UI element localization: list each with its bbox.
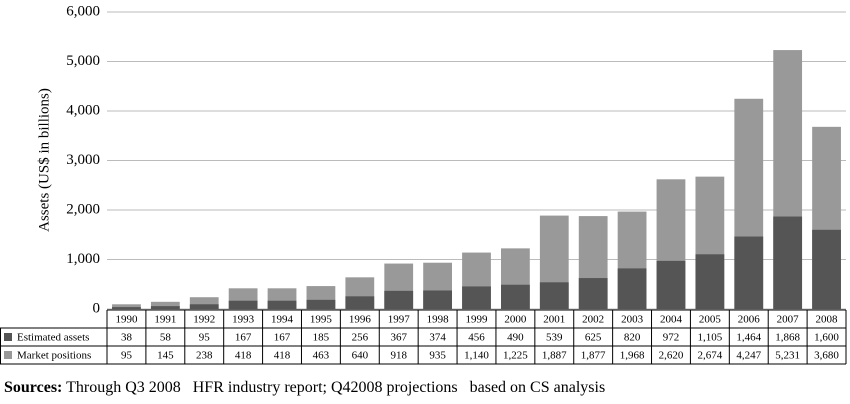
table-value: 3,680 <box>814 350 839 362</box>
bar <box>189 297 219 309</box>
table-value: 1,968 <box>620 350 645 362</box>
bar <box>306 299 336 309</box>
x-tick-label: 1994 <box>271 314 294 326</box>
table-value: 367 <box>390 332 407 344</box>
bar <box>773 216 803 309</box>
table-value: 1,464 <box>736 332 761 344</box>
table-value: 167 <box>235 332 252 344</box>
legend-swatch <box>4 351 12 359</box>
x-tick-label: 2008 <box>816 314 839 326</box>
bar <box>112 304 141 309</box>
x-tick-label: 2006 <box>738 314 761 326</box>
y-tick-label: 0 <box>93 300 101 316</box>
bar <box>734 236 764 309</box>
table-value: 95 <box>199 332 211 344</box>
table-value: 5,231 <box>775 350 800 362</box>
x-tick-label: 2007 <box>777 314 800 326</box>
table-value: 1,225 <box>503 350 528 362</box>
table-value: 58 <box>160 332 172 344</box>
x-tick-label: 2005 <box>699 314 722 326</box>
table-value: 238 <box>196 350 213 362</box>
bar <box>695 254 725 309</box>
table-value: 145 <box>157 350 174 362</box>
bar <box>228 300 258 309</box>
y-tick-label: 6,000 <box>66 3 100 19</box>
y-tick-label: 5,000 <box>66 53 100 69</box>
table-value: 539 <box>546 332 563 344</box>
bar <box>617 268 647 309</box>
bar <box>150 306 180 309</box>
legend-swatch <box>4 333 12 341</box>
x-tick-label: 1998 <box>427 314 450 326</box>
y-tick-label: 1,000 <box>66 251 100 267</box>
table-value: 463 <box>313 350 330 362</box>
x-tick-label: 1992 <box>193 314 215 326</box>
table-value: 1,600 <box>814 332 839 344</box>
table-value: 1,877 <box>581 350 606 362</box>
bar <box>539 282 569 309</box>
source: Sources: Through Q3 2008 HFR industry re… <box>4 379 605 396</box>
legend-label: Market positions <box>17 350 91 362</box>
bar <box>656 260 686 309</box>
x-tick-label: 1993 <box>232 314 255 326</box>
table-value: 1,105 <box>697 332 722 344</box>
table-value: 935 <box>429 350 446 362</box>
bar <box>812 229 841 309</box>
table-value: 456 <box>468 332 485 344</box>
bar <box>423 290 452 309</box>
bar <box>189 304 219 309</box>
table-value: 38 <box>121 332 133 344</box>
table-value: 1,887 <box>542 350 567 362</box>
table-value: 418 <box>235 350 252 362</box>
bar <box>345 296 375 309</box>
table-value: 820 <box>624 332 641 344</box>
bar <box>578 278 608 309</box>
table-value: 2,620 <box>659 350 684 362</box>
x-tick-label: 1997 <box>388 314 411 326</box>
table-value: 167 <box>274 332 291 344</box>
table-value: 418 <box>274 350 291 362</box>
x-tick-label: 2003 <box>621 314 644 326</box>
x-tick-label: 1999 <box>466 314 489 326</box>
bar <box>501 284 530 309</box>
table-value: 256 <box>352 332 369 344</box>
x-tick-label: 2002 <box>582 314 604 326</box>
source-text: Through Q3 2008 HFR industry report; Q42… <box>66 379 605 396</box>
y-tick-label: 3,000 <box>66 152 100 168</box>
table-value: 490 <box>507 332 524 344</box>
table-value: 1,868 <box>775 332 800 344</box>
table-value: 640 <box>352 350 369 362</box>
x-tick-label: 2000 <box>504 314 527 326</box>
x-tick-label: 2004 <box>660 314 683 326</box>
table-value: 625 <box>585 332 602 344</box>
x-tick-label: 1995 <box>310 314 333 326</box>
x-tick-label: 1996 <box>349 314 372 326</box>
x-tick-label: 1990 <box>115 314 138 326</box>
y-tick-label: 4,000 <box>66 102 100 118</box>
table-value: 1,140 <box>464 350 489 362</box>
source-label: Sources: <box>4 379 62 396</box>
table-value: 95 <box>121 350 133 362</box>
bar <box>462 286 491 309</box>
table-value: 374 <box>429 332 446 344</box>
bar <box>112 307 141 309</box>
bar <box>384 290 414 309</box>
y-tick-label: 2,000 <box>66 201 100 217</box>
table-value: 2,674 <box>697 350 722 362</box>
bar <box>267 300 297 309</box>
x-tick-label: 2001 <box>543 314 565 326</box>
table-value: 185 <box>313 332 330 344</box>
x-tick-label: 1991 <box>154 314 176 326</box>
table-value: 972 <box>663 332 680 344</box>
bar <box>150 301 180 309</box>
legend-label: Estimated assets <box>17 332 89 344</box>
table-value: 918 <box>390 350 407 362</box>
y-axis-label: Assets (US$ in billions) <box>36 88 52 232</box>
table-value: 4,247 <box>736 350 761 362</box>
